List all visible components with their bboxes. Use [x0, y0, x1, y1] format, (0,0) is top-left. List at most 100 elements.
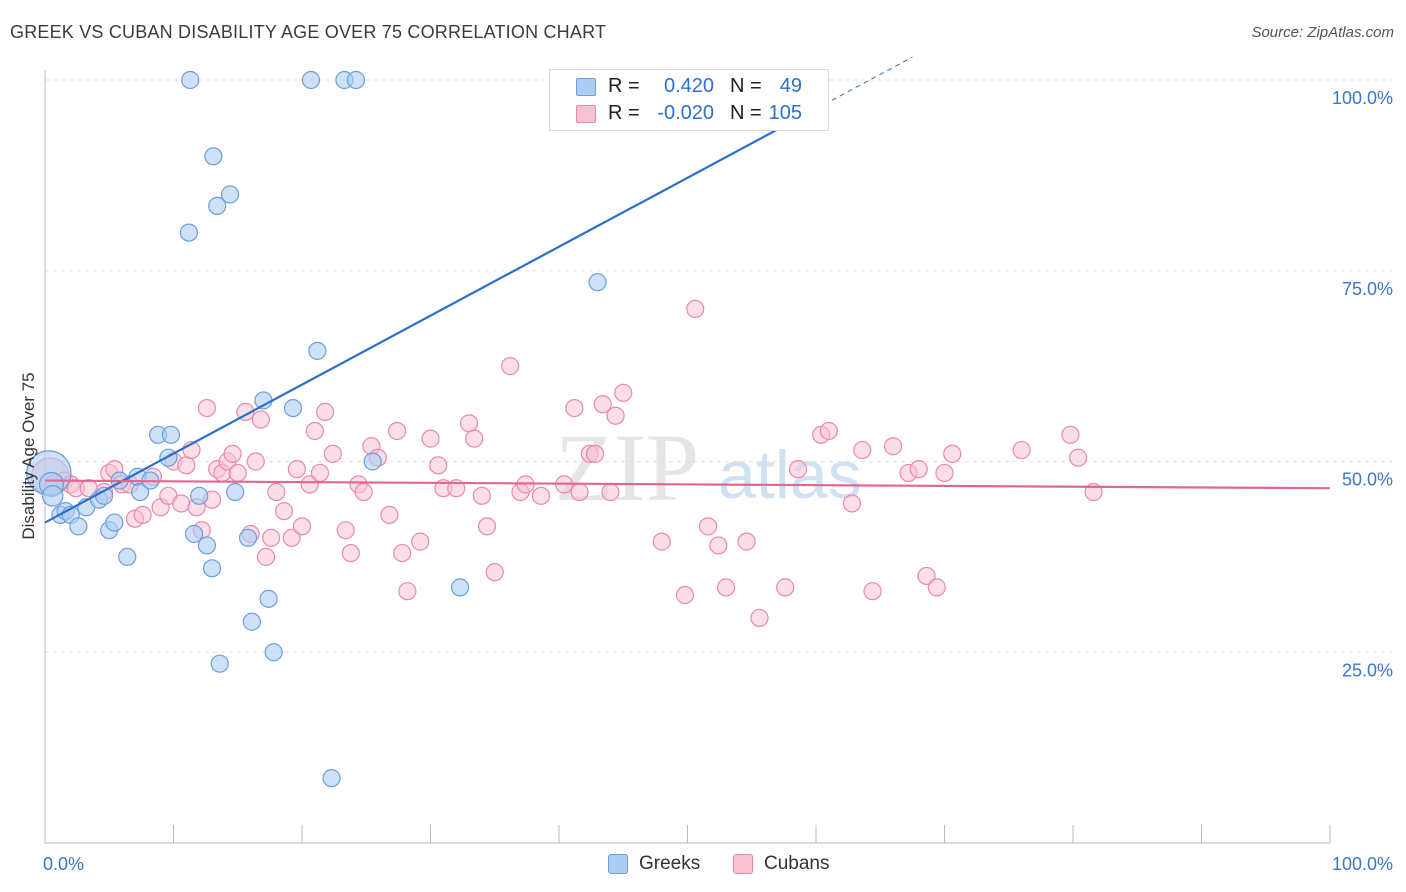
cubans-legend-label: Cubans [764, 853, 830, 874]
cubans-point [274, 501, 294, 521]
greeks-point [179, 223, 199, 242]
legend-n-value: 105 [768, 102, 802, 124]
greeks-point [220, 185, 240, 204]
greeks-point [118, 547, 137, 566]
greeks-legend-swatch [608, 854, 628, 874]
cubans-point [310, 463, 330, 483]
greeks-trend-extension [815, 56, 913, 110]
cubans-point [531, 486, 551, 505]
cubans-point [393, 543, 412, 563]
legend-row-greeks: R = 0.420 N = 49 [550, 74, 828, 100]
greeks-point [308, 341, 327, 360]
cubans-point [917, 566, 936, 586]
cubans-point [709, 536, 728, 555]
cubans-point [472, 486, 491, 505]
cubans-point [750, 608, 769, 628]
greeks-point [210, 654, 229, 673]
cubans-point [853, 440, 872, 460]
cubans-point [776, 578, 795, 597]
greeks-point [161, 425, 181, 444]
cubans-point [387, 421, 407, 441]
cubans-point [354, 482, 373, 502]
greeks-point [105, 513, 124, 532]
cubans-point [698, 517, 718, 536]
cubans-point [863, 582, 882, 601]
cubans-point [292, 517, 312, 536]
cubans-point [477, 517, 497, 536]
cubans-point [570, 482, 589, 502]
cubans-legend-swatch [733, 854, 753, 874]
cubans-point [927, 578, 946, 597]
cubans-point [336, 521, 355, 540]
y-tick-label: 75.0% [1342, 279, 1393, 299]
chart-title: GREEK VS CUBAN DISABILITY AGE OVER 75 CO… [10, 22, 607, 42]
greeks-point [130, 482, 150, 502]
cubans-point [300, 475, 319, 494]
cubans-point [686, 299, 705, 318]
greeks-point [190, 486, 209, 505]
legend-r-label: R = [608, 102, 640, 124]
greeks-point [301, 70, 321, 90]
cubans-point [133, 505, 152, 525]
greeks-point [242, 612, 261, 631]
greeks-trend-line [44, 107, 817, 524]
greeks-point [184, 524, 204, 544]
cubans-point [909, 460, 928, 479]
greeks-point [588, 273, 607, 292]
x-tick-label: 0.0% [43, 854, 84, 874]
cubans-point [267, 482, 286, 502]
cubans-point [197, 398, 217, 418]
cubans-point [172, 494, 191, 513]
cubans-trend-line [44, 479, 1331, 490]
gridlines [45, 79, 1392, 653]
greeks-point [264, 643, 283, 662]
cubans-point [262, 528, 281, 547]
cubans-point [341, 543, 360, 563]
cubans-point [606, 406, 625, 425]
legend-row-cubans: R = -0.020 N = 105 [550, 101, 828, 127]
cubans-point [716, 578, 736, 597]
cubans-point [675, 585, 695, 605]
y-axis-label: Disability Age Over 75 [19, 372, 38, 539]
greeks-point [226, 482, 245, 502]
legend-n-label: N = [730, 102, 762, 124]
greeks-point [69, 517, 88, 536]
cubans-point [256, 547, 276, 566]
greeks-point [159, 448, 178, 467]
cubans-point [411, 532, 430, 551]
cubans-point [421, 429, 440, 448]
greeks-point [322, 769, 341, 788]
greeks-legend-label: Greeks [639, 853, 701, 874]
y-tick-label: 50.0% [1342, 470, 1393, 490]
legend-n-value: 49 [779, 75, 802, 97]
cubans-point [429, 456, 448, 475]
cubans-point [935, 463, 954, 483]
x-tick-label: 100.0% [1332, 854, 1393, 874]
cubans-swatch [576, 105, 596, 123]
legend-n-label: N = [730, 75, 762, 97]
cubans-point [819, 421, 838, 441]
cubans-point [323, 444, 342, 463]
cubans-point [251, 410, 270, 429]
cubans-point [585, 444, 605, 463]
cubans-point [788, 460, 808, 479]
cubans-point [1061, 425, 1080, 444]
cubans-point [614, 383, 633, 402]
greeks-point [450, 578, 470, 597]
cubans-point [398, 582, 417, 601]
greeks-point [363, 452, 382, 471]
greeks-point [238, 528, 258, 547]
greeks-swatch [576, 78, 596, 96]
greeks-point [283, 398, 303, 418]
legend-r-value: -0.020 [657, 102, 714, 124]
greeks-point [208, 196, 227, 215]
cubans-point [652, 532, 671, 551]
cubans-point [1012, 440, 1031, 460]
cubans-point [1069, 448, 1088, 467]
greeks-point [204, 147, 223, 166]
watermark-zip: ZIP [555, 414, 699, 521]
cubans-point [380, 505, 399, 525]
cubans-point [246, 452, 265, 471]
greeks-point [259, 589, 278, 608]
